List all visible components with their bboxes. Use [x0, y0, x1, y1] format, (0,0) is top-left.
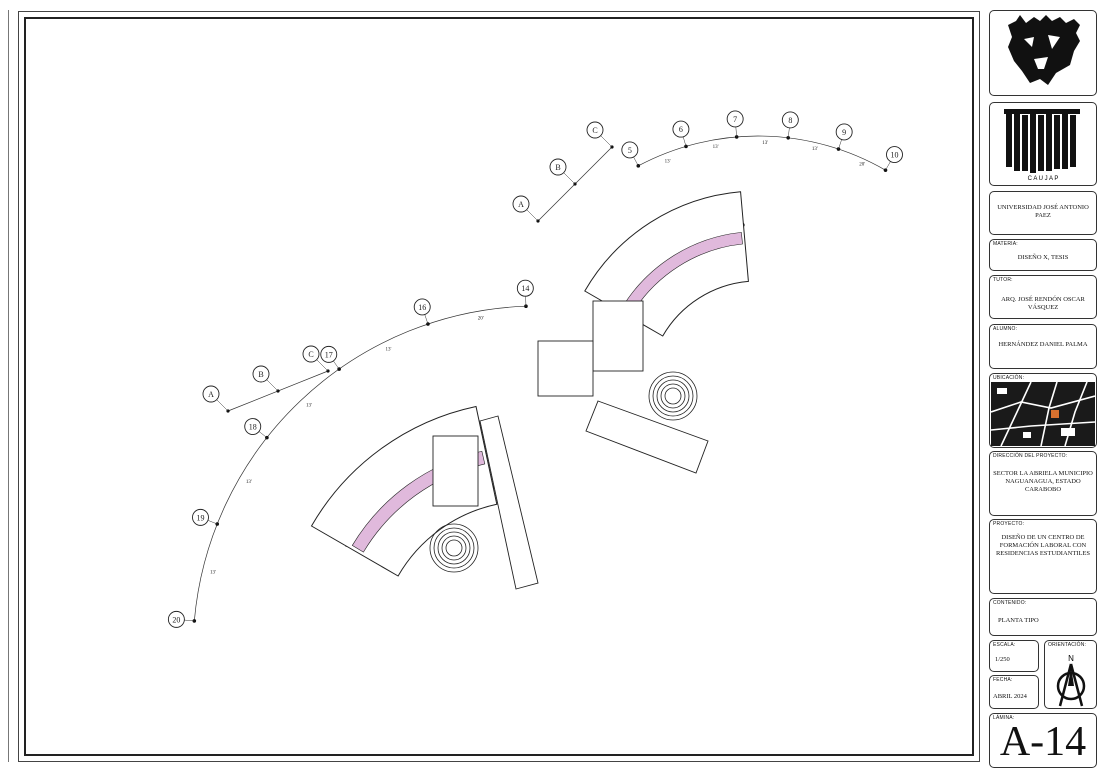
tutor-box: TUTOR: ARQ. JOSÉ RENDÓN OSCAR VÁSQUEZ [989, 275, 1097, 319]
upper-service-block [592, 300, 644, 372]
location-map-icon [991, 382, 1095, 446]
sheet-number-label: LÁMINA: [993, 715, 1015, 721]
upper-axis-C: C [586, 121, 604, 139]
svg-text:C: C [592, 126, 597, 135]
address-value: SECTOR LA ABRIELA MUNICIPIO NAGUANAGUA, … [993, 470, 1093, 493]
svg-text:18: 18 [249, 423, 257, 432]
project-box: PROYECTO: DISEÑO DE UN CENTRO DE FORMACI… [989, 519, 1097, 594]
floor-plan-drawing: 5 13' 6 13' 7 13' 8 13' 9 20' 10 A B C 20 13' 19 13' 18 13'… [167, 110, 903, 628]
caujap-text: C A U J A P [1028, 176, 1059, 182]
address-label: DIRECCIÓN DEL PROYECTO: [993, 453, 1068, 459]
lower-corridor-bridge [479, 415, 539, 590]
shield-logo-icon [1008, 15, 1080, 85]
scale-label: ESCALA: [993, 642, 1016, 648]
caujap-logo-icon: C A U J A P [1004, 109, 1080, 182]
upper-corridor-bridge [585, 400, 709, 474]
lower-axis-17: 17 [320, 345, 338, 363]
upper-axis-B: B [549, 158, 567, 176]
drawing-frame [18, 11, 980, 762]
content-label: CONTENIDO: [993, 600, 1027, 606]
lower-axis-19: 19 [192, 508, 209, 526]
svg-text:5: 5 [628, 146, 632, 155]
upper-dim-3: 13' [812, 147, 818, 152]
lower-service-block [432, 435, 479, 507]
scale-box: ESCALA: 1/250 [989, 640, 1039, 672]
svg-text:10: 10 [891, 151, 899, 160]
sheet-number: A-14 [999, 719, 1087, 765]
lower-dim-3: 13' [386, 347, 392, 352]
upper-axis-7: 7 [726, 110, 744, 128]
tutor-value: ARQ. JOSÉ RENDÓN OSCAR VÁSQUEZ [1001, 296, 1085, 311]
upper-axis-8: 8 [781, 111, 799, 129]
project-value: DISEÑO DE UN CENTRO DE FORMACIÓN LABORAL… [995, 534, 1091, 557]
north-arrow-icon: N [1056, 654, 1086, 707]
materia-value: DISEÑO X, TESIS [1017, 254, 1069, 261]
lower-axis-A: A [202, 385, 220, 403]
university-logo-box [989, 10, 1097, 96]
address-box: DIRECCIÓN DEL PROYECTO: SECTOR LA ABRIEL… [989, 451, 1097, 516]
upper-axis-6: 6 [672, 120, 690, 138]
svg-text:20: 20 [172, 615, 180, 624]
lower-axis-B: B [252, 365, 270, 383]
svg-text:6: 6 [679, 125, 683, 134]
university-name: UNIVERSIDAD JOSÉ ANTONIO PAEZ [997, 204, 1089, 219]
lower-dim-0: 13' [210, 570, 216, 575]
lower-axis-18: 18 [244, 418, 262, 435]
upper-axis-9: 9 [835, 123, 853, 141]
date-box: FECHA: ABRIL 2024 [989, 675, 1039, 709]
lower-dim-1: 13' [246, 480, 252, 485]
svg-text:19: 19 [196, 513, 204, 522]
alumno-label: ALUMNO: [993, 326, 1018, 332]
lower-axis-20: 20 [167, 610, 185, 628]
content-box: CONTENIDO: PLANTA TIPO [989, 598, 1097, 636]
project-label: PROYECTO: [993, 521, 1025, 527]
margin-line [8, 10, 9, 762]
date-value: ABRIL 2024 [993, 693, 1027, 700]
scale-value: 1/250 [995, 656, 1010, 663]
lower-dim-4: 20' [478, 316, 484, 321]
materia-box: MATERIA: DISEÑO X, TESIS [989, 239, 1097, 271]
upper-dim-0: 13' [665, 159, 671, 164]
svg-text:B: B [258, 370, 263, 379]
upper-dim-1: 13' [713, 145, 719, 150]
north-letter: N [1068, 654, 1074, 663]
upper-axis-A: A [512, 195, 530, 213]
lower-axis-C: C [302, 345, 320, 363]
upper-axis-5: 5 [621, 141, 639, 159]
upper-dim-4: 20' [859, 163, 865, 168]
svg-text:16: 16 [418, 303, 426, 312]
svg-text:9: 9 [842, 128, 846, 137]
svg-text:C: C [308, 350, 313, 359]
university-box: UNIVERSIDAD JOSÉ ANTONIO PAEZ [989, 191, 1097, 235]
location-box: UBICACIÓN: [989, 373, 1097, 448]
orientation-label: ORIENTACIÓN: [1048, 642, 1087, 648]
title-block: C A U J A P UNIVERSIDAD JOSÉ ANTONIO PAE… [987, 8, 1100, 768]
content-value: PLANTA TIPO [998, 617, 1039, 624]
lower-axis-14: 14 [516, 279, 534, 297]
orientation-box: ORIENTACIÓN: N [1044, 640, 1097, 709]
date-label: FECHA: [993, 677, 1013, 683]
alumno-value: HERNÁNDEZ DANIEL PALMA [998, 341, 1088, 348]
svg-text:17: 17 [325, 350, 333, 359]
svg-text:8: 8 [788, 116, 792, 125]
sheet-number-box: LÁMINA: A-14 [989, 713, 1097, 768]
svg-text:7: 7 [733, 115, 737, 124]
svg-text:14: 14 [521, 284, 529, 293]
materia-label: MATERIA: [993, 241, 1018, 247]
alumno-box: ALUMNO: HERNÁNDEZ DANIEL PALMA [989, 324, 1097, 369]
caujap-logo-box: C A U J A P [989, 102, 1097, 186]
location-label: UBICACIÓN: [993, 375, 1025, 381]
tutor-label: TUTOR: [993, 277, 1013, 283]
upper-axis-10: 10 [886, 146, 903, 164]
lower-dim-2: 13' [306, 404, 312, 409]
svg-text:B: B [555, 163, 560, 172]
svg-text:A: A [208, 390, 214, 399]
svg-text:A: A [518, 200, 524, 209]
lower-axis-16: 16 [413, 298, 431, 316]
upper-dim-2: 13' [762, 141, 768, 146]
